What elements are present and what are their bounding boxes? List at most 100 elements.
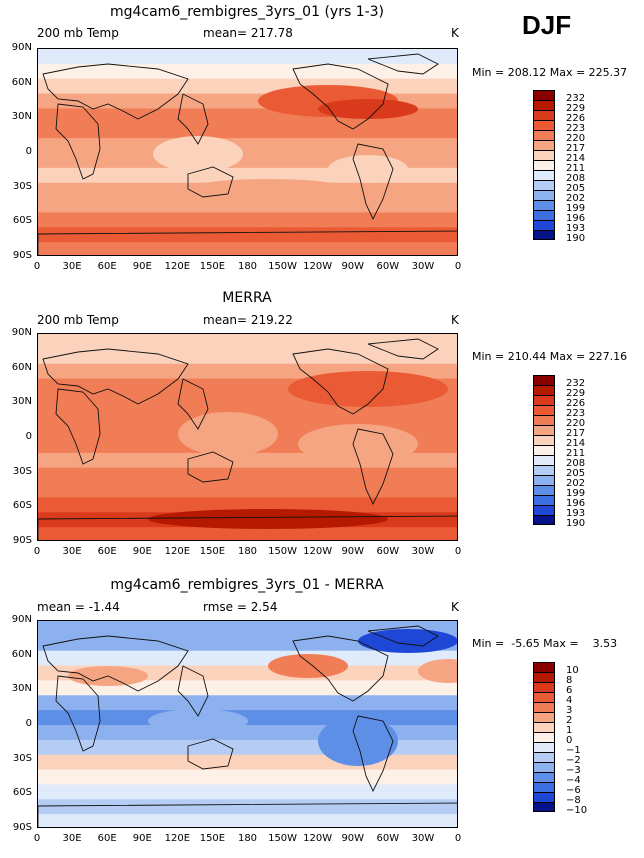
colorbar-label: 217: [566, 428, 586, 439]
colorbar-label: 199: [566, 203, 586, 214]
colorbar-swatch: [533, 732, 555, 742]
colorbar-label: 232: [566, 93, 586, 104]
coastline: [38, 230, 457, 255]
colorbar-swatch: [533, 415, 555, 425]
zonal-band: [38, 527, 457, 540]
zonal-band: [38, 78, 457, 95]
colorbar-swatch: [533, 465, 555, 475]
panel1-mean-label: mean= 217.78: [203, 26, 293, 40]
panel1-units: K: [451, 26, 459, 40]
panel1-variable-label: 200 mb Temp: [37, 26, 119, 40]
longitude-tick-label: 120E: [164, 546, 191, 557]
longitude-tick-label: 0: [454, 833, 462, 844]
latitude-tick-label: 60N: [11, 648, 32, 660]
colorbar-label: 3: [566, 705, 573, 716]
zonal-band: [38, 799, 457, 816]
panel2-title: MERRA: [222, 290, 272, 306]
latitude-tick-label: 60S: [12, 500, 32, 512]
coastline: [42, 63, 189, 120]
coastline: [367, 53, 439, 75]
longitude-tick-label: 120W: [303, 261, 333, 272]
contour-blob: [148, 709, 248, 733]
colorbar-swatch: [533, 515, 555, 525]
colorbar-swatch: [533, 712, 555, 722]
panel3-mean-label: mean = -1.44: [37, 600, 120, 614]
longitude-tick-label: 90E: [132, 546, 152, 557]
contour-fill: [38, 49, 457, 255]
longitude-tick-label: 60E: [97, 261, 117, 272]
longitude-tick-label: 60E: [97, 546, 117, 557]
colorbar-swatch: [533, 220, 555, 230]
coastline: [177, 93, 209, 145]
colorbar-swatch: [533, 722, 555, 732]
colorbar-swatch: [533, 762, 555, 772]
colorbar-swatch: [533, 445, 555, 455]
colorbar-label: 214: [566, 438, 586, 449]
longitude-tick-label: 0: [454, 546, 462, 557]
colorbar-label: 6: [566, 685, 573, 696]
colorbar-label: 196: [566, 498, 586, 509]
panel2-mean-label: mean= 219.22: [203, 313, 293, 327]
colorbar-swatch: [533, 190, 555, 200]
coastline: [292, 63, 389, 130]
colorbar-swatch: [533, 395, 555, 405]
zonal-band: [38, 123, 457, 140]
longitude-tick-label: 30W: [411, 833, 435, 844]
colorbar-swatch: [533, 435, 555, 445]
colorbar-swatch: [533, 230, 555, 240]
zonal-band: [38, 63, 457, 80]
coastline: [292, 348, 389, 415]
latitude-tick-label: 90N: [11, 327, 32, 338]
longitude-tick-label: 120W: [303, 833, 333, 844]
zonal-band: [38, 710, 457, 726]
panel1-map: [37, 48, 458, 256]
contour-blob: [318, 716, 398, 766]
latitude-tick-label: 30S: [12, 752, 32, 764]
zonal-band: [38, 695, 457, 712]
longitude-tick-label: 30W: [411, 546, 435, 557]
coastline: [187, 451, 234, 483]
contour-blob: [268, 654, 348, 678]
colorbar-swatch: [533, 150, 555, 160]
zonal-band: [38, 680, 457, 697]
longitude-tick-label: 30E: [62, 546, 82, 557]
longitude-tick-label: 60W: [376, 546, 400, 557]
longitude-tick-label: 90W: [341, 833, 365, 844]
latitude-tick-label: 90N: [11, 614, 32, 625]
colorbar-label: 193: [566, 223, 586, 234]
colorbar-swatch: [533, 772, 555, 782]
colorbar-swatch: [533, 100, 555, 110]
colorbar-label: −10: [566, 805, 588, 816]
colorbar-label: −8: [566, 795, 581, 806]
colorbar-label: 211: [566, 448, 586, 459]
contour-blob: [328, 155, 408, 183]
colorbar-swatch: [533, 672, 555, 682]
coastline: [55, 103, 101, 180]
colorbar-label: 2: [566, 715, 573, 726]
colorbar-label: −1: [566, 745, 581, 756]
colorbar-swatch: [533, 792, 555, 802]
latitude-tick-label: 30S: [12, 180, 32, 192]
colorbar-swatch: [533, 130, 555, 140]
colorbar-label: 208: [566, 458, 586, 469]
longitude-tick-label: 180: [237, 833, 258, 844]
colorbar-label: 196: [566, 213, 586, 224]
latitude-tick-label: 0: [25, 718, 32, 729]
longitude-tick-label: 150E: [199, 833, 226, 844]
panel1-title: mg4cam6_rembigres_3yrs_01 (yrs 1-3): [109, 4, 385, 20]
panel2-minmax: Min = 210.44 Max = 227.16: [472, 350, 628, 363]
colorbar-swatch: [533, 742, 555, 752]
colorbar-label: 211: [566, 163, 586, 174]
zonal-band: [38, 212, 457, 229]
coastline: [292, 635, 389, 702]
contour-blob: [153, 136, 243, 172]
colorbar-label: 217: [566, 143, 586, 154]
colorbar-label: 223: [566, 123, 586, 134]
colorbar-label: 1: [566, 725, 573, 736]
colorbar-swatch: [533, 110, 555, 120]
longitude-tick-label: 120W: [303, 546, 333, 557]
latitude-tick-label: 60S: [12, 215, 32, 227]
colorbar-swatch: [533, 662, 555, 672]
panel1-colorbar: [533, 90, 555, 240]
colorbar-swatch: [533, 702, 555, 712]
